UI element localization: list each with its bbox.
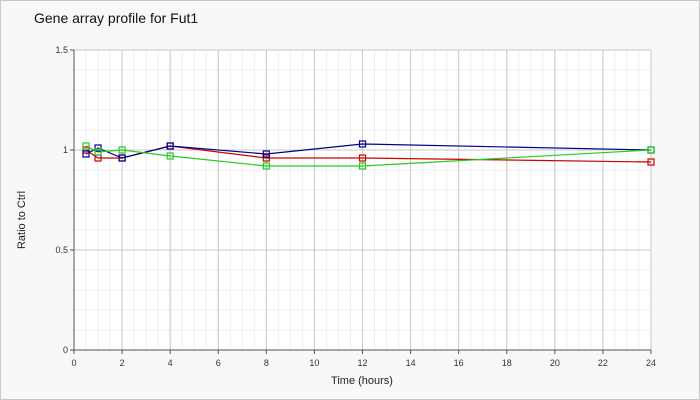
y-axis-label: Ratio to Ctrl <box>16 191 28 249</box>
x-tick-label: 0 <box>71 358 76 368</box>
data-point <box>166 152 174 160</box>
data-point <box>358 162 367 170</box>
x-tick-label: 2 <box>120 358 125 368</box>
x-tick-label: 14 <box>406 358 416 368</box>
data-point <box>358 140 367 148</box>
data-point <box>94 148 102 156</box>
y-tick-label: 0.5 <box>55 245 68 255</box>
data-point <box>94 144 102 152</box>
data-point <box>166 142 174 150</box>
data-point <box>82 146 90 154</box>
data-point <box>82 150 90 158</box>
x-tick-label: 18 <box>502 358 512 368</box>
y-tick-label: 0 <box>63 345 68 355</box>
x-tick-label: 12 <box>357 358 367 368</box>
x-tick-label: 20 <box>550 358 560 368</box>
x-tick-label: 4 <box>168 358 173 368</box>
data-point <box>118 154 126 162</box>
data-point <box>262 162 270 170</box>
data-point <box>647 146 655 154</box>
series-line-3 <box>85 145 652 167</box>
x-tick-label: 22 <box>598 358 608 368</box>
x-tick-label: 8 <box>264 358 269 368</box>
y-tick-label: 1.5 <box>55 45 68 55</box>
data-point <box>82 142 90 150</box>
chart-title: Gene array profile for Fut1 <box>34 10 199 26</box>
x-tick-label: 6 <box>216 358 221 368</box>
data-point <box>118 146 126 154</box>
data-point <box>262 150 270 158</box>
x-tick-label: 24 <box>646 358 656 368</box>
x-axis-label: Time (hours) <box>331 375 393 387</box>
x-tick-label: 16 <box>454 358 464 368</box>
data-point <box>262 154 270 162</box>
data-point <box>358 154 367 162</box>
x-tick-label: 10 <box>309 358 319 368</box>
data-point <box>647 158 655 166</box>
y-tick-label: 1 <box>63 145 68 155</box>
series-line-2 <box>85 143 652 159</box>
